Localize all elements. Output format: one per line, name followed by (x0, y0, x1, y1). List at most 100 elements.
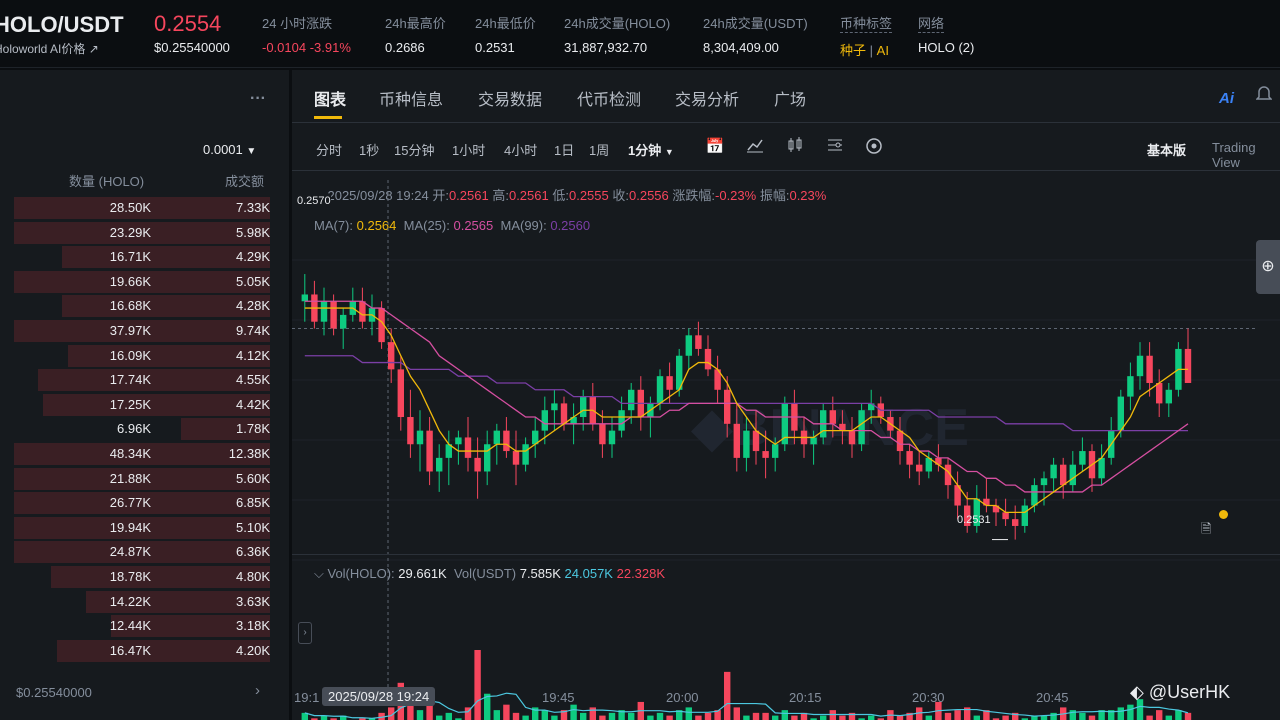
more-menu-icon[interactable]: ··· (250, 90, 266, 107)
timeframe-5[interactable]: 1日 (554, 143, 575, 158)
timeframe-3[interactable]: 1小时 (452, 143, 486, 158)
close-value: 0.2556 (629, 188, 669, 203)
volume-bar (301, 712, 308, 720)
orderbook-row[interactable]: 26.77K 6.85K (0, 491, 290, 516)
orderbook-row[interactable]: 48.34K 12.38K (0, 442, 290, 467)
open-label: 开: (432, 188, 449, 203)
timeframe-6[interactable]: 1周 (589, 143, 610, 158)
row-quantity: 28.50K (109, 200, 151, 215)
candle-body (1184, 348, 1192, 383)
volume-bar (359, 718, 366, 720)
time-tick: 20:45 (1036, 690, 1069, 705)
timeframe-1[interactable]: 1秒 (359, 143, 380, 158)
candle-body (1012, 519, 1019, 526)
orderbook-row[interactable]: 12.44K 3.18K (0, 614, 290, 639)
candle-body (1136, 355, 1144, 377)
stat-label: 24h最高价 (385, 16, 446, 31)
orderbook-row[interactable]: 16.71K 4.29K (0, 245, 290, 270)
chevron-right-icon[interactable]: › (255, 682, 260, 699)
depth-bar (110, 615, 270, 638)
ma99-line (304, 355, 1188, 432)
tag-seed[interactable]: 种子 (840, 43, 867, 58)
tab-4[interactable]: 交易分析 (675, 92, 740, 109)
ticker-header: HOLO/USDT Holoworld AI价格 ↗ 0.2554 $0.255… (0, 0, 1280, 68)
orderbook-row[interactable]: 19.66K 5.05K (0, 270, 290, 295)
depth-bar (67, 344, 270, 367)
ai-icon[interactable]: Ai (1219, 90, 1234, 107)
orderbook-row[interactable]: 24.87K 6.36K (0, 540, 290, 565)
candle-body (666, 376, 673, 390)
orderbook-row[interactable]: 14.22K 3.63K (0, 590, 290, 615)
tab-0[interactable]: 图表 (314, 92, 347, 109)
volume-bar (877, 718, 884, 720)
chart-panel: 图表 币种信息 交易数据 代币检测 交易分析 广场 Ai 分时 1秒 15分钟 1小时 4小时 1日… (292, 70, 1280, 720)
tag-divider: | (869, 43, 874, 58)
volume-bar (1165, 715, 1172, 720)
amplitude-value: 0.23% (789, 188, 827, 203)
orderbook-row[interactable]: 16.09K 4.12K (0, 344, 290, 369)
candle-body (407, 417, 414, 445)
interval-select[interactable]: 1分钟 ▼ (628, 140, 674, 159)
pair-symbol[interactable]: HOLO/USDT (0, 12, 124, 37)
row-quantity: 18.78K (109, 569, 151, 584)
add-order-icon[interactable]: ⊕ (1256, 240, 1280, 294)
tag-ai[interactable]: AI (876, 43, 889, 58)
orderbook-row[interactable]: 23.29K 5.98K (0, 221, 290, 246)
row-quantity: 19.94K (109, 519, 151, 535)
chevron-down-icon[interactable]: ⌵ (314, 566, 324, 581)
network-value[interactable]: HOLO (2) (918, 40, 975, 55)
orderbook-row[interactable]: 37.97K 9.74K (0, 319, 290, 344)
volume-bar (1117, 707, 1124, 720)
row-quantity: 16.09K (109, 347, 151, 363)
orderbook-row[interactable]: 21.88K 5.60K (0, 467, 290, 492)
tab-3[interactable]: 代币检测 (577, 92, 642, 109)
timeframe-0[interactable]: 分时 (316, 143, 343, 158)
orderbook-row[interactable]: 16.47K 4.20K (0, 639, 290, 664)
row-quantity: 16.71K (109, 249, 151, 265)
timeframe-2[interactable]: 15分钟 (394, 143, 435, 158)
row-quantity: 26.77K (109, 495, 151, 511)
orderbook-row[interactable]: 28.50K 7.33K (0, 196, 290, 221)
orderbook-row[interactable]: 6.96K 1.78K (0, 417, 290, 442)
candle-body (714, 369, 721, 390)
volume-bar (560, 710, 568, 720)
view-tradingview-button[interactable]: Trading View (1212, 140, 1256, 170)
orderbook-row[interactable]: 18.78K 4.80K (0, 565, 290, 590)
indicator-line-icon[interactable] (744, 137, 766, 157)
row-quantity: 16.47K (109, 642, 151, 658)
row-total: 9.74K (236, 323, 270, 338)
orderbook-row[interactable]: 17.74K 4.55K (0, 368, 290, 393)
orderbook-row[interactable]: 16.68K 4.28K (0, 294, 290, 319)
candle-body (541, 410, 548, 431)
target-icon[interactable] (863, 137, 885, 157)
volume-bar (1040, 715, 1048, 720)
volume-bar (1050, 712, 1057, 720)
settings-sliders-icon[interactable] (824, 137, 846, 157)
tab-1[interactable]: 币种信息 (379, 92, 444, 109)
notes-icon[interactable]: 🗎 (1201, 521, 1212, 536)
tab-2[interactable]: 交易数据 (478, 92, 543, 109)
row-quantity: 14.22K (109, 593, 151, 609)
notification-dot (1219, 510, 1228, 519)
view-basic-button[interactable]: 基本版 (1147, 143, 1187, 158)
collapse-arrow-icon[interactable]: › (298, 622, 312, 644)
volume-bar (954, 710, 961, 720)
order-book: ··· 0.0001 ▼ 数量 (HOLO) 成交额 28.50K 7.33K 23… (0, 70, 290, 720)
candle-body (810, 437, 817, 445)
volume-bar (512, 712, 520, 720)
candle-type-icon[interactable] (784, 137, 806, 157)
price-chart[interactable]: ◆BINANCE (292, 170, 1280, 720)
watermark-text: @UserHK (1148, 682, 1231, 702)
depth-bar (37, 369, 270, 392)
candle-body (772, 444, 779, 458)
precision-select[interactable]: 0.0001 ▼ (203, 142, 256, 157)
tab-5[interactable]: 广场 (774, 92, 807, 109)
orderbook-row[interactable]: 19.94K 5.10K (0, 516, 290, 541)
coin-fullname-link[interactable]: Holoworld AI价格 ↗ (0, 42, 99, 56)
timeframe-4[interactable]: 4小时 (504, 143, 538, 158)
orderbook-row[interactable]: 17.25K 4.42K (0, 393, 290, 418)
candle-body (397, 369, 404, 418)
calendar-icon[interactable]: 📅 (705, 138, 725, 155)
volume-bar (455, 718, 462, 720)
bell-icon[interactable] (1255, 84, 1273, 102)
